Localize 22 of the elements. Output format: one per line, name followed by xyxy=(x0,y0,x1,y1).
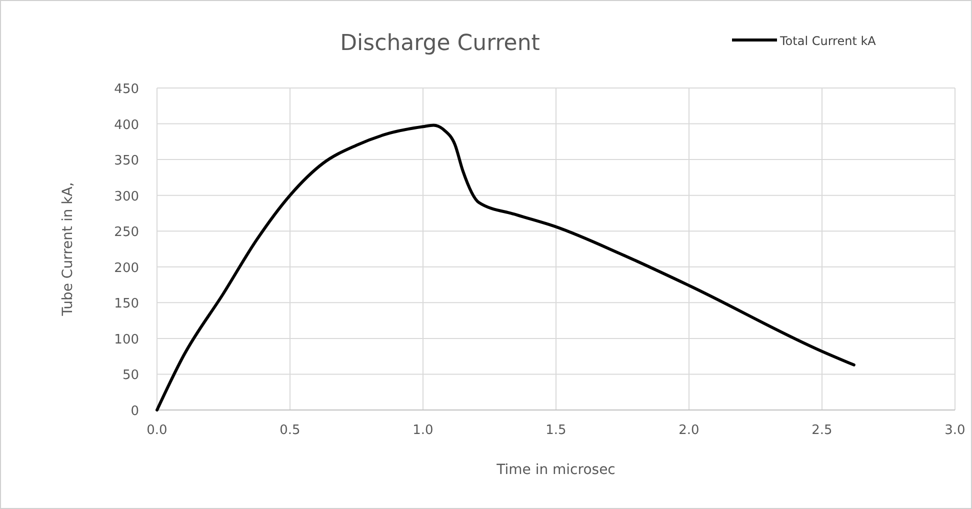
x-tick-label: 0.5 xyxy=(280,423,300,438)
y-tick-label: 100 xyxy=(114,332,139,348)
y-tick-label: 350 xyxy=(114,154,139,169)
x-axis-title: Time in microsec xyxy=(496,462,616,478)
legend-label: Total Current kA xyxy=(779,34,877,48)
x-tick-label: 1.5 xyxy=(546,423,566,438)
line-series xyxy=(156,124,856,412)
y-tick-label: 300 xyxy=(114,189,139,204)
x-tick-label: 3.0 xyxy=(944,423,966,438)
y-tick-label: 0 xyxy=(130,404,139,419)
y-tick-label: 150 xyxy=(114,296,139,312)
y-tick-label: 200 xyxy=(114,260,139,276)
y-axis-title: Tube Current in kA, xyxy=(60,182,76,317)
x-tick-label: 2.0 xyxy=(678,423,700,438)
x-tick-label: 1.0 xyxy=(412,423,434,438)
y-tick-label: 250 xyxy=(114,225,139,240)
y-tick-label: 400 xyxy=(114,118,139,133)
x-tick-label: 2.5 xyxy=(812,423,832,438)
chart-title: Discharge Current xyxy=(340,31,540,56)
y-tick-label: 450 xyxy=(114,82,139,97)
y-tick-label: 50 xyxy=(122,368,139,384)
x-tick-label: 0.0 xyxy=(146,423,168,438)
